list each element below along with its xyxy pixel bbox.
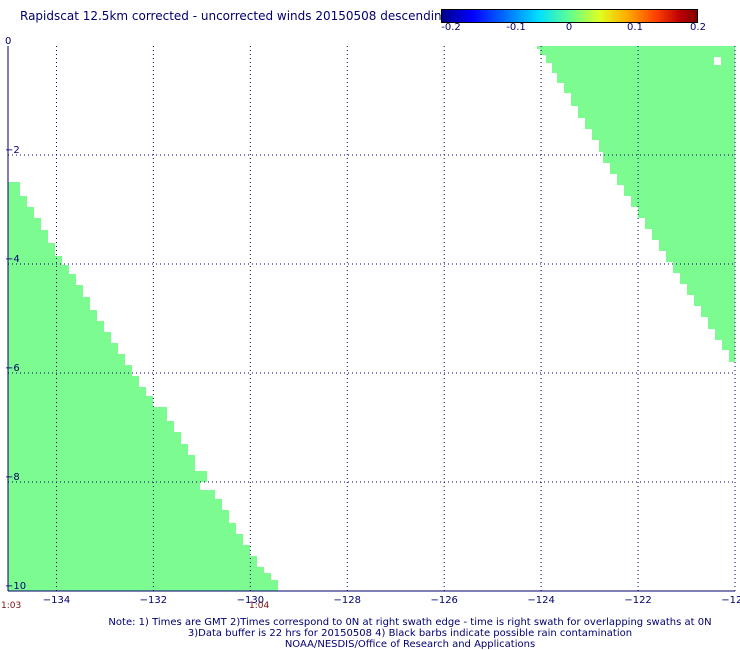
x-tick-label: −126	[430, 595, 457, 606]
swath-right	[537, 46, 735, 362]
time-label-start: 1:03	[1, 601, 21, 611]
y-tick-label: 0	[5, 36, 11, 47]
note-line-2: 3)Data buffer is 22 hrs for 20150508 4) …	[187, 628, 633, 639]
colorbar-label-max: 0.2	[690, 22, 706, 33]
colorbar-label-min: -0.2	[441, 22, 461, 33]
x-tick-label: −132	[140, 595, 167, 606]
time-label-end: 1:04	[249, 601, 269, 611]
x-tick-label: −128	[334, 595, 361, 606]
colorbar-label-zero: 0	[565, 22, 573, 33]
y-tick-label: −8	[5, 472, 20, 483]
grid-lines	[8, 46, 736, 591]
swath-left	[8, 182, 278, 591]
tick-labels: −134 −132 −130 −128 −126 −124 −122 −120 0 −2 −4 −6 −…	[5, 36, 740, 606]
y-tick-label: −4	[5, 254, 20, 265]
x-tick-label: −130	[237, 595, 264, 606]
x-tick-label: −120	[721, 595, 740, 606]
map-title: Rapidscat 12.5km corrected - uncorrected…	[20, 9, 450, 23]
x-tick-label: −122	[624, 595, 651, 606]
colorbar-label-pos: 0.1	[627, 22, 643, 33]
y-tick-label: −10	[5, 581, 26, 592]
no-data-gap	[714, 57, 721, 65]
colorbar	[441, 9, 698, 23]
map-frame	[7, 46, 735, 592]
y-tick-label: −2	[5, 145, 20, 156]
x-tick-label: −124	[527, 595, 554, 606]
note-line-3: NOAA/NESDIS/Office of Research and Appli…	[284, 639, 536, 650]
swath-layer	[8, 46, 735, 591]
note-line-1: Note: 1) Times are GMT 2)Times correspon…	[108, 617, 712, 628]
x-tick-label: −134	[43, 595, 70, 606]
colorbar-label-neg: -0.1	[506, 22, 526, 33]
y-tick-label: −6	[5, 363, 20, 374]
